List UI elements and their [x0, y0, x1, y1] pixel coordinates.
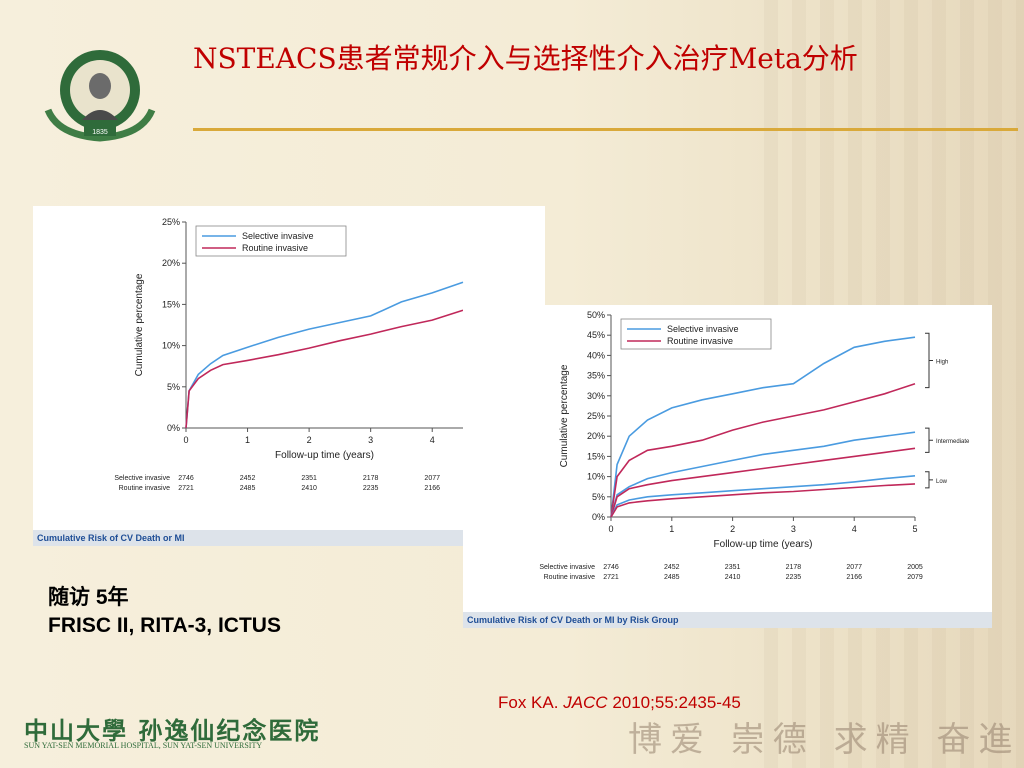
y-tick-label: 30% [587, 391, 605, 401]
followup-duration: 随访 5年 [48, 586, 129, 609]
y-tick-label: 45% [587, 330, 605, 340]
risk-table-cell: 2485 [664, 574, 680, 581]
title-underline [193, 128, 1018, 131]
citation-details: 2010;55:2435-45 [607, 693, 741, 712]
y-tick-label: 20% [162, 258, 180, 268]
y-tick-label: 10% [587, 472, 605, 482]
legend-label: Selective invasive [667, 324, 739, 334]
series-intermediate-routine [610, 447, 916, 518]
followup-note: 随访 5年 FRISC II, RITA-3, ICTUS [48, 584, 281, 640]
y-tick-label: 15% [587, 451, 605, 461]
risk-group-bracket [925, 471, 933, 489]
risk-group-label-intermediate: Intermediate [936, 439, 970, 445]
y-tick-label: 40% [587, 350, 605, 360]
risk-group-label-high: High [936, 359, 948, 365]
y-tick-label: 0% [592, 512, 605, 522]
series-low-selective [610, 475, 916, 518]
risk-table-cell: 2005 [907, 564, 923, 571]
x-tick-label: 1 [669, 524, 674, 534]
series-intermediate-selective [610, 431, 916, 518]
risk-table-cell: 2178 [786, 564, 802, 571]
legend-box [620, 318, 772, 350]
series-high-routine [610, 382, 916, 518]
footer-hospital-subtitle: SUN YAT-SEN MEMORIAL HOSPITAL, SUN YAT-S… [24, 741, 263, 750]
x-tick-label: 0 [608, 524, 613, 534]
logo-year: 1835 [92, 129, 108, 136]
risk-group-label-low: Low [936, 479, 948, 485]
risk-table-cell: 2485 [240, 485, 256, 492]
citation-journal: JACC [563, 693, 608, 712]
x-tick-label: 4 [852, 524, 857, 534]
risk-table-cell: 2079 [907, 574, 923, 581]
trial-names: FRISC II, RITA-3, ICTUS [48, 614, 281, 637]
y-tick-label: 10% [162, 341, 180, 351]
risk-table-row-label: Selective invasive [114, 475, 170, 482]
y-tick-label: 25% [162, 217, 180, 227]
y-tick-label: 20% [587, 431, 605, 441]
series-high-selective [610, 336, 916, 518]
x-tick-label: 2 [307, 435, 312, 445]
series-low-routine [610, 483, 916, 518]
series-selective-invasive [185, 281, 464, 429]
footer-hospital-name: 中山大學 孙逸仙纪念医院 [24, 716, 321, 745]
risk-table-cell: 2746 [603, 564, 619, 571]
series-routine-invasive [185, 309, 464, 429]
risk-table-cell: 2351 [725, 564, 741, 571]
risk-table-cell: 2721 [603, 574, 619, 581]
x-axis-title: Follow-up time (years) [714, 539, 813, 550]
y-axis-title: Cumulative percentage [559, 364, 570, 467]
risk-table-cell: 2178 [363, 475, 379, 482]
y-tick-label: 5% [592, 492, 605, 502]
x-tick-label: 3 [791, 524, 796, 534]
legend-label: Selective invasive [242, 231, 314, 241]
risk-table-cell: 2235 [363, 485, 379, 492]
citation: Fox KA. JACC 2010;55:2435-45 [498, 693, 741, 713]
x-axis-title: Follow-up time (years) [275, 450, 374, 461]
risk-table-cell: 2166 [424, 485, 440, 492]
y-tick-label: 5% [167, 382, 180, 392]
risk-table-row-label: Routine invasive [119, 485, 170, 492]
chart-panel-overall: 0% 5% 10% 15% 20% 25% 0 1 2 3 4 Follow-up time (yea… [33, 206, 545, 546]
citation-author: Fox KA. [498, 693, 564, 712]
y-tick-label: 50% [587, 310, 605, 320]
risk-table-cell: 2721 [178, 485, 194, 492]
y-tick-label: 15% [162, 299, 180, 309]
chart-overall: 0% 5% 10% 15% 20% 25% 0 1 2 3 4 Follow-up time (yea… [114, 217, 464, 492]
chart-risk-group-caption: Cumulative Risk of CV Death or MI by Ris… [463, 612, 992, 628]
x-tick-label: 0 [183, 435, 188, 445]
slide-title: NSTEACS患者常规介入与选择性介入治疗Meta分析 [193, 42, 858, 75]
x-tick-label: 4 [430, 435, 435, 445]
legend-box [195, 225, 347, 257]
x-tick-label: 1 [245, 435, 250, 445]
risk-table-row-label: Routine invasive [544, 574, 595, 581]
y-axis-title: Cumulative percentage [134, 273, 145, 376]
x-tick-label: 5 [912, 524, 917, 534]
risk-table-cell: 2452 [240, 475, 256, 482]
legend-label: Routine invasive [242, 243, 308, 253]
y-tick-label: 0% [167, 423, 180, 433]
risk-group-bracket [925, 332, 933, 389]
risk-table-cell: 2235 [786, 574, 802, 581]
university-seal-logo: 1835 [44, 50, 156, 142]
chart-risk-group: 0% 5% 10% 15% 20% 25% 30% 35% 40% 45% 50% 0 1 2 3 4 5 Fol… [539, 310, 970, 581]
risk-table-cell: 2410 [301, 485, 317, 492]
legend-label: Routine invasive [667, 336, 733, 346]
y-tick-label: 25% [587, 411, 605, 421]
risk-group-bracket [925, 427, 933, 453]
risk-table-cell: 2351 [301, 475, 317, 482]
hospital-motto: 博爱 崇德 求精 奋進 [628, 720, 1021, 760]
risk-table-row-label: Selective invasive [539, 564, 595, 571]
x-tick-label: 2 [730, 524, 735, 534]
risk-table-cell: 2746 [178, 475, 194, 482]
risk-table-cell: 2452 [664, 564, 680, 571]
chart-overall-caption: Cumulative Risk of CV Death or MI [33, 530, 545, 546]
risk-table-cell: 2166 [846, 574, 862, 581]
chart-panel-risk-group: 0% 5% 10% 15% 20% 25% 30% 35% 40% 45% 50% 0 1 2 3 4 5 Fol… [463, 305, 992, 628]
y-tick-label: 35% [587, 371, 605, 381]
risk-table-cell: 2410 [725, 574, 741, 581]
risk-table-cell: 2077 [846, 564, 862, 571]
x-tick-label: 3 [368, 435, 373, 445]
risk-table-cell: 2077 [424, 475, 440, 482]
